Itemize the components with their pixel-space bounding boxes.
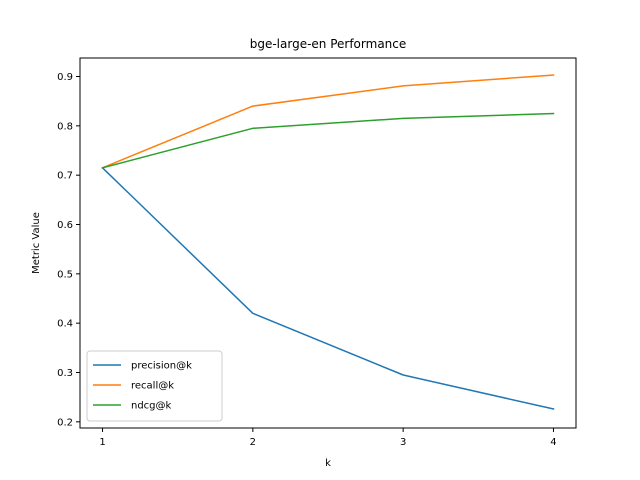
x-tick-label: 1 (99, 437, 105, 448)
x-tick-label: 2 (250, 437, 256, 448)
series-line-2 (101, 74, 555, 169)
y-tick-label: 0.4 (57, 319, 73, 330)
y-tick-label: 0.3 (57, 368, 73, 379)
y-axis-label: Metric Value (31, 212, 42, 274)
series-line-1 (101, 166, 555, 410)
legend-label: precision@k (131, 361, 192, 372)
x-axis-label: k (325, 458, 331, 469)
y-tick-label: 0.7 (57, 171, 73, 182)
x-tick-label: 4 (550, 437, 556, 448)
y-tick-label: 0.2 (57, 417, 73, 428)
x-tick-label: 3 (400, 437, 406, 448)
y-tick-label: 0.6 (57, 220, 73, 231)
legend-label: ndcg@k (131, 401, 172, 412)
plot-area-frame (79, 57, 577, 429)
series-line-3 (101, 112, 555, 169)
chart-title: bge-large-en Performance (250, 37, 407, 51)
y-tick-label: 0.9 (57, 72, 73, 83)
y-tick-label: 0.8 (57, 121, 73, 132)
legend: precision@k recall@k ndcg@k (86, 350, 223, 422)
legend-box (86, 350, 223, 422)
legend-label: recall@k (131, 381, 174, 392)
series-lines (101, 74, 555, 410)
y-axis: 0.2 0.3 0.4 0.5 0.6 0.7 0.8 0.9 (57, 72, 80, 428)
x-axis: 1 2 3 4 (99, 428, 557, 448)
y-tick-label: 0.5 (57, 269, 73, 280)
